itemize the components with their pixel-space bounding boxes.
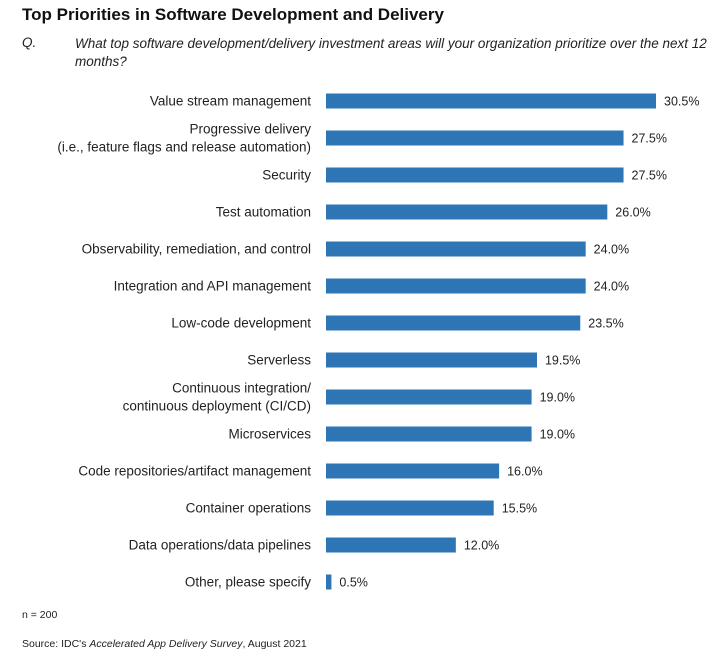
source-title: Accelerated App Delivery Survey <box>89 638 243 650</box>
bar <box>326 574 332 590</box>
bar-chart: 30.5% Value stream management 27.5% Progres… <box>57 93 699 590</box>
category-label: Test automation <box>216 205 311 220</box>
value-label: 24.0% <box>594 243 629 257</box>
category-label: Serverless <box>247 353 311 368</box>
value-label: 19.0% <box>540 391 575 405</box>
value-label: 19.5% <box>545 354 580 368</box>
source-note: Source: IDC's Accelerated App Delivery S… <box>22 638 307 650</box>
question-text: What top software development/delivery i… <box>75 36 707 69</box>
category-label: Progressive delivery <box>189 122 311 137</box>
value-label: 24.0% <box>594 280 629 294</box>
bar <box>326 93 656 109</box>
value-label: 0.5% <box>339 576 368 590</box>
bar <box>326 500 494 516</box>
category-label: Security <box>262 168 311 183</box>
bar <box>326 241 586 257</box>
category-label: (i.e., feature flags and release automat… <box>57 140 311 155</box>
question-label: Q. <box>22 35 37 50</box>
value-label: 27.5% <box>632 132 667 146</box>
sample-size-note: n = 200 <box>22 609 58 621</box>
source-suffix: , August 2021 <box>242 638 307 650</box>
bar <box>326 130 624 146</box>
bar <box>326 537 456 553</box>
value-label: 19.0% <box>540 428 575 442</box>
bar <box>326 389 532 405</box>
category-label: Integration and API management <box>114 279 312 294</box>
value-label: 23.5% <box>588 317 623 331</box>
category-label: Data operations/data pipelines <box>129 538 312 553</box>
category-label: Container operations <box>186 501 312 516</box>
category-label: Continuous integration/ <box>172 381 311 396</box>
category-label: Low-code development <box>171 316 311 331</box>
category-label: continuous deployment (CI/CD) <box>123 399 311 414</box>
value-label: 30.5% <box>664 95 699 109</box>
bar <box>326 204 608 220</box>
bar <box>326 426 532 442</box>
category-label: Observability, remediation, and control <box>82 242 311 257</box>
chart-title: Top Priorities in Software Development a… <box>22 5 444 24</box>
value-label: 27.5% <box>632 169 667 183</box>
category-label: Other, please specify <box>185 575 311 590</box>
source-prefix: Source: IDC's <box>22 638 90 650</box>
category-label: Code repositories/artifact management <box>78 464 311 479</box>
bar <box>326 463 500 479</box>
bar <box>326 315 581 331</box>
bar <box>326 352 537 368</box>
category-label: Microservices <box>228 427 311 442</box>
bar <box>326 278 586 294</box>
category-label: Value stream management <box>150 94 311 109</box>
value-label: 12.0% <box>464 539 499 553</box>
value-label: 16.0% <box>507 465 542 479</box>
value-label: 26.0% <box>615 206 650 220</box>
bar <box>326 167 624 183</box>
value-label: 15.5% <box>502 502 537 516</box>
